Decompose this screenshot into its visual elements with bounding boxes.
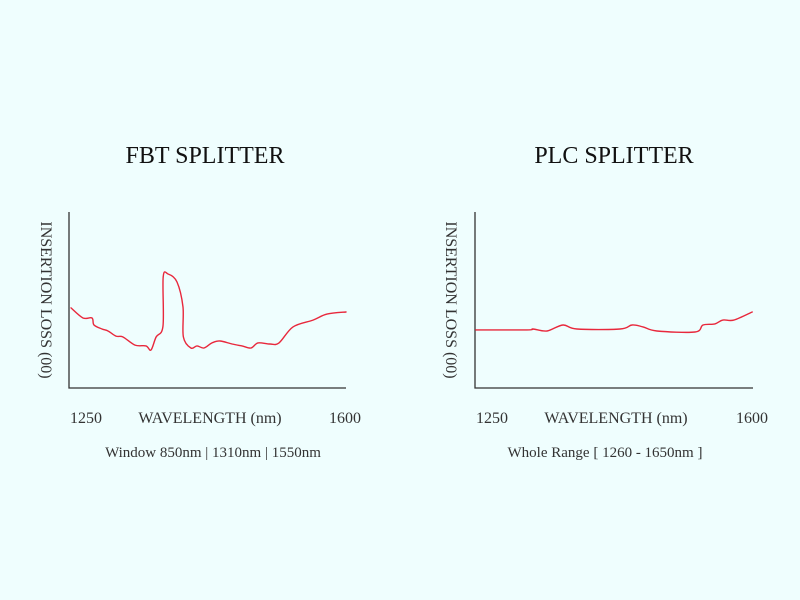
x-tick-label-min: 1250 bbox=[70, 410, 102, 427]
x-axis-label: WAVELENGTH (nm) bbox=[138, 410, 281, 427]
axes bbox=[68, 212, 346, 389]
x-tick-label-min: 1250 bbox=[476, 410, 508, 427]
axes bbox=[474, 212, 753, 389]
y-axis-label: INSERTION LOSS (00) bbox=[442, 221, 459, 378]
x-tick-label-max: 1600 bbox=[329, 410, 361, 427]
x-tick-label-max: 1600 bbox=[736, 410, 768, 427]
chart-title: FBT SPLITTER bbox=[126, 143, 285, 169]
plc-splitter-chart: PLC SPLITTER INSERTION LOSS (00) 1250 WA… bbox=[442, 143, 768, 461]
chart-subtitle: Whole Range [ 1260 - 1650nm ] bbox=[508, 445, 703, 461]
x-axis-label: WAVELENGTH (nm) bbox=[544, 410, 687, 427]
series-line bbox=[475, 311, 753, 334]
chart-subtitle: Window 850nm | 1310nm | 1550nm bbox=[105, 445, 321, 461]
series-line bbox=[70, 271, 347, 351]
chart-title: PLC SPLITTER bbox=[534, 143, 693, 169]
y-axis-label: INSERTION LOSS (00) bbox=[37, 221, 54, 378]
fbt-splitter-chart: FBT SPLITTER INSERTION LOSS (00) 1250 WA… bbox=[37, 143, 361, 461]
